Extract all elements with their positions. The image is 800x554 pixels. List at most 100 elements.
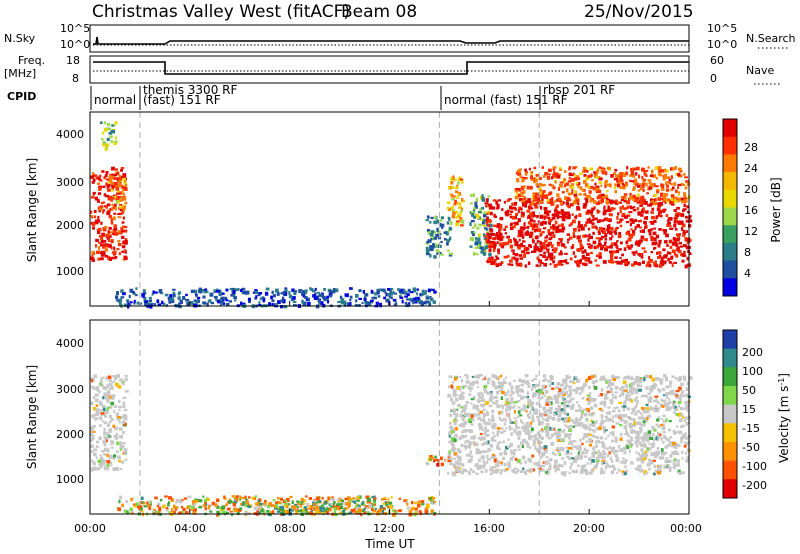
data-cell — [476, 386, 479, 389]
data-cell — [560, 383, 565, 387]
data-cell — [594, 451, 598, 454]
data-cell — [567, 447, 572, 450]
data-cell — [572, 166, 576, 170]
data-cell — [618, 394, 621, 398]
data-cell — [226, 303, 230, 307]
data-cell — [622, 457, 625, 460]
data-cell — [642, 408, 644, 412]
data-cell — [631, 251, 636, 254]
data-cell — [576, 206, 580, 210]
data-cell — [643, 411, 646, 414]
data-cell — [454, 433, 458, 438]
data-cell — [682, 415, 685, 419]
data-cell — [487, 195, 491, 198]
data-cell — [626, 165, 629, 170]
data-cell — [515, 423, 518, 427]
data-cell — [618, 413, 622, 418]
data-cell — [196, 296, 201, 300]
data-cell — [164, 293, 169, 297]
data-cell — [107, 127, 111, 131]
data-cell — [210, 302, 214, 305]
data-cell — [548, 183, 552, 186]
data-cell — [668, 401, 673, 404]
data-cell — [675, 413, 678, 416]
data-cell — [604, 171, 608, 176]
data-cell — [447, 201, 451, 204]
data-cell — [510, 421, 515, 424]
data-cell — [556, 214, 560, 217]
data-cell — [97, 182, 100, 185]
data-cell — [580, 413, 584, 417]
data-cell — [560, 471, 565, 476]
data-cell — [107, 209, 111, 213]
data-cell — [539, 216, 543, 219]
data-cell — [105, 233, 109, 238]
data-cell — [429, 233, 434, 237]
data-cell — [521, 422, 525, 425]
data-cell — [564, 196, 567, 200]
data-cell — [470, 194, 473, 197]
velocity-colorbar-swatch — [723, 348, 737, 368]
cpid-segment-rbsp: rbsp 201 RF — [543, 83, 615, 97]
data-cell — [684, 452, 688, 455]
data-cell — [509, 205, 512, 210]
data-cell — [657, 255, 660, 260]
data-cell — [589, 244, 593, 249]
data-cell — [320, 293, 325, 297]
data-cell — [548, 407, 553, 411]
data-cell — [559, 447, 564, 450]
data-cell — [532, 220, 536, 223]
data-cell — [616, 201, 620, 204]
data-cell — [470, 402, 473, 405]
data-cell — [392, 290, 395, 295]
data-cell — [675, 172, 679, 176]
data-cell — [389, 289, 392, 293]
data-cell — [230, 294, 234, 297]
data-cell — [472, 233, 475, 237]
data-cell — [113, 142, 117, 146]
data-cell — [673, 400, 676, 405]
data-cell — [681, 223, 686, 228]
data-cell — [622, 195, 627, 199]
data-cell — [600, 441, 605, 444]
data-cell — [565, 452, 570, 456]
data-cell — [572, 378, 576, 381]
data-cell — [95, 238, 99, 243]
data-cell — [487, 377, 491, 381]
data-cell — [602, 377, 606, 381]
data-cell — [671, 242, 676, 246]
data-cell — [615, 456, 619, 459]
data-cell — [248, 496, 251, 499]
data-cell — [109, 195, 113, 199]
data-cell — [607, 230, 610, 234]
data-cell — [322, 296, 327, 301]
data-cell — [103, 396, 108, 400]
data-cell — [564, 416, 569, 421]
data-cell — [556, 243, 560, 247]
data-cell — [631, 263, 635, 267]
data-cell — [474, 464, 478, 468]
data-cell — [526, 469, 529, 472]
data-cell — [669, 225, 672, 227]
data-cell — [367, 302, 371, 306]
data-cell — [461, 396, 465, 400]
data-cell — [640, 235, 645, 239]
data-cell — [162, 504, 166, 507]
data-cell — [585, 440, 589, 443]
data-cell — [508, 425, 512, 429]
cpid-segment-normal: normal — [94, 93, 136, 107]
data-cell — [293, 304, 297, 307]
data-cell — [682, 434, 687, 439]
data-cell — [513, 221, 517, 225]
data-cell — [602, 428, 606, 433]
data-cell — [477, 244, 480, 247]
data-cell — [567, 426, 571, 431]
data-cell — [623, 207, 627, 210]
data-cell — [604, 429, 608, 432]
data-cell — [552, 186, 556, 190]
data-cell — [122, 207, 126, 212]
data-cell — [493, 243, 497, 247]
data-cell — [495, 464, 500, 467]
data-cell — [636, 457, 640, 462]
data-cell — [161, 300, 164, 305]
